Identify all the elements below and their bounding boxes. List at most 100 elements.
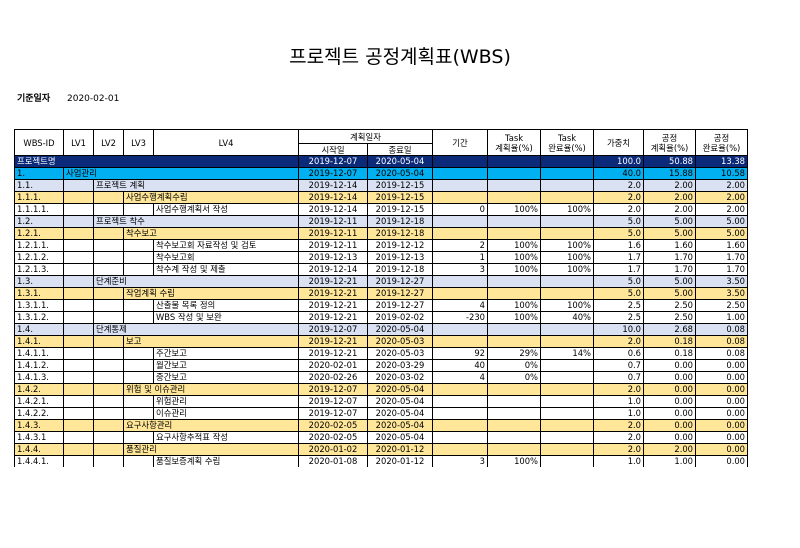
wbs-row: 1.4.1.1. 주간보고 2019-12-21 2020-05-03 92 29% 14%…: [14, 347, 749, 360]
weight-cell: 5.0: [593, 215, 645, 228]
end-date-cell: 2019-12-18: [366, 263, 434, 276]
proc-plan-cell: 1.60: [643, 239, 697, 252]
start-date-cell: 2019-12-14: [298, 191, 368, 204]
level-spacer-cell: [123, 359, 154, 372]
level-spacer-cell: [123, 203, 154, 216]
task-done-cell: [540, 419, 595, 432]
level-spacer-cell: [123, 239, 154, 252]
level-spacer-cell: [63, 323, 94, 336]
period-cell: [432, 191, 489, 204]
end-date-cell: 2019-12-27: [366, 275, 434, 288]
task-name-cell: 단계준비: [93, 275, 299, 288]
proc-plan-cell: 0.00: [643, 395, 697, 408]
task-plan-cell: [487, 335, 542, 348]
start-date-cell: 2019-12-14: [298, 203, 368, 216]
end-date-cell: 2020-05-04: [366, 407, 434, 420]
proc-done-cell: 0.00: [695, 455, 749, 467]
task-plan-cell: 100%: [487, 239, 542, 252]
task-plan-cell: [487, 323, 542, 336]
period-cell: 0: [432, 203, 489, 216]
task-name-cell: 작업계획 수립: [123, 287, 299, 300]
level-spacer-cell: [63, 347, 94, 360]
level-spacer-cell: [93, 335, 124, 348]
wbs-row: 1.1.1.1. 사업수행계획서 작성 2019-12-14 2019-12-15 0 1…: [14, 203, 749, 216]
task-plan-cell: [487, 383, 542, 396]
proc-done-cell: 5.00: [695, 227, 749, 240]
task-plan-cell: [487, 431, 542, 444]
task-name-cell: 착수보고회 자료작성 및 검토: [153, 239, 299, 252]
wbs-id-cell: 1.4.1.1.: [14, 347, 64, 360]
start-date-cell: 2019-12-11: [298, 227, 368, 240]
start-date-cell: 2019-12-21: [298, 335, 368, 348]
task-plan-cell: [487, 227, 542, 240]
start-date-cell: 2019-12-07: [298, 383, 368, 396]
wbs-id-cell: 1.4.4.1.: [14, 455, 64, 467]
start-date-cell: 2019-12-14: [298, 263, 368, 276]
level-spacer-cell: [93, 299, 124, 312]
weight-cell: 1.0: [593, 455, 645, 467]
task-plan-cell: 100%: [487, 455, 542, 467]
wbs-row: 1.2.1.2. 착수보고회 2019-12-13 2019-12-13 1 100% 10…: [14, 251, 749, 264]
level-spacer-cell: [63, 431, 94, 444]
weight-cell: 2.0: [593, 203, 645, 216]
level-spacer-cell: [93, 359, 124, 372]
level-spacer-cell: [63, 239, 94, 252]
proc-done-cell: 0.00: [695, 359, 749, 372]
wbs-id-cell: 1.2.: [14, 215, 64, 228]
end-date-cell: 2020-05-04: [366, 419, 434, 432]
proc-plan-cell: 0.00: [643, 407, 697, 420]
level-spacer-cell: [63, 251, 94, 264]
task-plan-cell: [487, 275, 542, 288]
weight-cell: 2.0: [593, 419, 645, 432]
start-date-cell: 2019-12-21: [298, 347, 368, 360]
proc-done-cell: 0.00: [695, 371, 749, 384]
period-cell: 4: [432, 299, 489, 312]
wbs-id-cell: 1.4.3.: [14, 419, 64, 432]
proc-done-cell: 2.00: [695, 191, 749, 204]
start-date-cell: 2020-02-05: [298, 431, 368, 444]
task-done-cell: [540, 359, 595, 372]
wbs-row: 1.2.1.1. 착수보고회 자료작성 및 검토 2019-12-11 2019-12…: [14, 239, 749, 252]
task-plan-cell: [487, 179, 542, 192]
task-plan-cell: 0%: [487, 359, 542, 372]
level-spacer-cell: [63, 287, 94, 300]
start-date-cell: 2019-12-21: [298, 311, 368, 324]
level-spacer-cell: [123, 347, 154, 360]
wbs-row: 1.3.1. 작업계획 수립 2019-12-21 2019-12-27 5.0 5.00…: [14, 287, 749, 300]
level-spacer-cell: [93, 311, 124, 324]
level-spacer-cell: [123, 311, 154, 324]
proc-done-cell: 3.50: [695, 287, 749, 300]
proc-plan-cell: 0.18: [643, 335, 697, 348]
task-name-cell: 프로젝트 착수: [93, 215, 299, 228]
wbs-row: 1.2. 프로젝트 착수 2019-12-11 2019-12-18 5.0 5.00 5.…: [14, 215, 749, 228]
task-done-cell: [540, 275, 595, 288]
wbs-row: 1.4.1. 보고 2019-12-21 2020-05-03 2.0 0.18 0.08: [14, 335, 749, 348]
wbs-id-cell: 1.4.4.: [14, 443, 64, 456]
level-spacer-cell: [93, 287, 124, 300]
wbs-row: 1.4.3.1 요구사항추적표 작성 2020-02-05 2020-05-04 2.0…: [14, 431, 749, 444]
start-date-cell: 2020-02-01: [298, 359, 368, 372]
start-date-cell: 2019-12-11: [298, 239, 368, 252]
task-name-cell: 사업관리: [63, 167, 299, 180]
level-spacer-cell: [63, 263, 94, 276]
wbs-row: 1.1. 프로젝트 계획 2019-12-14 2019-12-15 2.0 2.00 2.…: [14, 179, 749, 192]
start-date-cell: 2019-12-07: [298, 323, 368, 336]
level-spacer-cell: [63, 407, 94, 420]
wbs-row: 1.4.1.2. 월간보고 2020-02-01 2020-03-29 40 0% 0.7 0…: [14, 359, 749, 372]
wbs-row: 1.1.1. 사업수행계획수립 2019-12-14 2019-12-15 2.0 2.0…: [14, 191, 749, 204]
task-name-cell: 산출물 목록 정의: [153, 299, 299, 312]
wbs-id-cell: 1.3.1.1.: [14, 299, 64, 312]
start-date-cell: 2019-12-07: [298, 155, 368, 168]
task-name-cell: 프로젝트 계획: [93, 179, 299, 192]
proc-done-cell: 3.50: [695, 275, 749, 288]
level-spacer-cell: [63, 311, 94, 324]
end-date-cell: 2020-05-03: [366, 347, 434, 360]
level-spacer-cell: [123, 263, 154, 276]
task-plan-cell: [487, 215, 542, 228]
task-done-cell: [540, 215, 595, 228]
weight-cell: 0.7: [593, 371, 645, 384]
wbs-row: 1.4.4.1. 품질보증계획 수립 2020-01-08 2020-01-12 3 10…: [14, 455, 749, 467]
proc-plan-cell: 1.00: [643, 455, 697, 467]
period-cell: 40: [432, 359, 489, 372]
end-date-cell: 2019-12-27: [366, 299, 434, 312]
